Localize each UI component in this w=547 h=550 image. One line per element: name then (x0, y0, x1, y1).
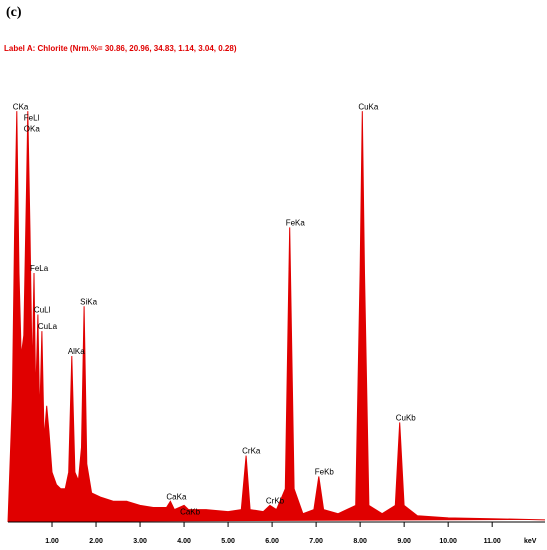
x-tick-label: 6.00 (265, 538, 279, 545)
x-tick-label: 8.00 (353, 538, 367, 545)
x-tick-label: 9.00 (397, 538, 411, 545)
spectrum-area (7, 111, 546, 523)
x-tick-label: 10.00 (439, 538, 457, 545)
x-tick-label: 5.00 (221, 538, 235, 545)
x-tick-label: 1.00 (45, 538, 59, 545)
peak-label: SiKa (80, 297, 97, 306)
peak-label: FeKb (315, 467, 335, 476)
peak-label: CuLa (38, 322, 58, 331)
x-tick-label: 3.00 (133, 538, 147, 545)
x-tick-label: 7.00 (309, 538, 323, 545)
peak-label: CaKb (180, 508, 201, 517)
peak-label: CaKa (166, 492, 187, 501)
x-tick-label: 11.00 (484, 538, 501, 545)
x-tick-label: 4.00 (177, 538, 191, 545)
x-tick-label: 2.00 (89, 538, 103, 545)
peak-label: FeLa (30, 264, 49, 273)
peak-label: AlKa (68, 347, 85, 356)
peak-label: FeKa (286, 218, 306, 227)
x-axis-label: keV (524, 538, 537, 545)
panel-label: (c) (6, 5, 22, 20)
peak-label: CuKb (396, 414, 417, 423)
peak-label: OKa (24, 124, 41, 133)
peak-label: CrKa (242, 447, 261, 456)
chart-title: Label A: Chlorite (Nrm.%= 30.86, 20.96, … (4, 44, 237, 53)
peak-label: CrKb (266, 497, 285, 506)
peak-label: CuLl (34, 306, 51, 315)
peak-label: FeLl (24, 113, 40, 122)
peak-label: CKa (13, 102, 29, 111)
peak-label: CuKa (358, 102, 379, 111)
